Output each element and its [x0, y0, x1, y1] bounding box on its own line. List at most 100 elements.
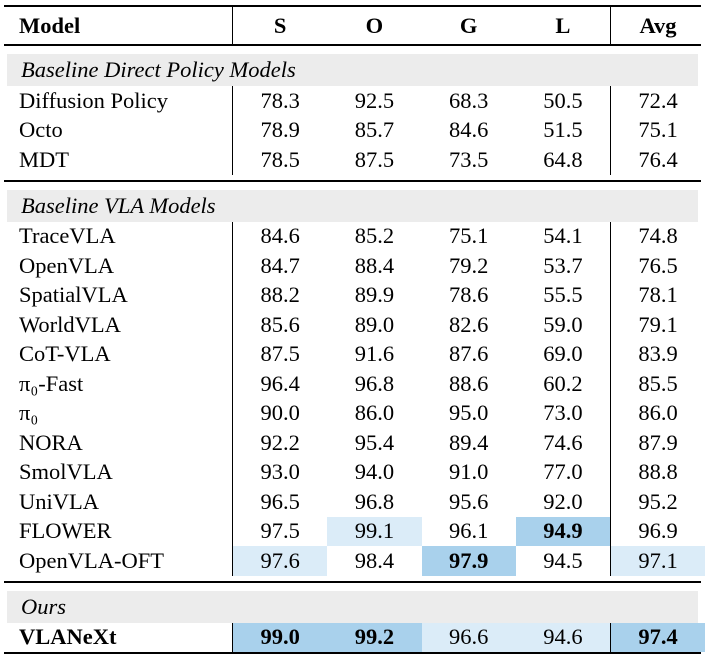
- table-row: MDT 78.5 87.5 73.5 64.8 76.4: [0, 145, 705, 175]
- cell-L: 77.0: [543, 459, 583, 485]
- cell-S: 96.4: [260, 370, 300, 396]
- cell-Avg: 74.8: [610, 221, 705, 251]
- cell-G: 75.1: [448, 223, 489, 249]
- cell-L: 59.0: [543, 311, 583, 337]
- cell-O: 92.5: [354, 87, 395, 113]
- cell-G: 91.0: [448, 459, 489, 485]
- cell-O: 88.4: [354, 252, 395, 278]
- model-name-cell: Octo: [0, 115, 233, 145]
- cell-O: 87.5: [354, 146, 395, 172]
- cell-S: 90.0: [260, 400, 300, 426]
- table-row: NORA 92.2 95.4 89.4 74.6 87.9: [0, 428, 705, 458]
- cell-S: 78.3: [260, 87, 300, 113]
- cell-S: 96.5: [260, 488, 300, 514]
- cell-O: 89.0: [354, 311, 395, 337]
- table-row: OpenVLA 84.7 88.4 79.2 53.7 76.5: [0, 251, 705, 281]
- cell-O: 86.0: [354, 400, 395, 426]
- cell-S: 78.9: [260, 117, 300, 143]
- model-name-cell: MDT: [0, 145, 233, 175]
- cell-Avg: 79.1: [610, 310, 705, 340]
- cell-S: 78.5: [260, 146, 300, 172]
- cell-Avg: 95.2: [610, 487, 705, 517]
- cell-S: 97.6: [233, 546, 328, 576]
- cell-L: 54.1: [543, 223, 583, 249]
- cell-O: 96.8: [354, 488, 395, 514]
- cell-L: 55.5: [543, 282, 583, 308]
- cell-L: 73.0: [543, 400, 583, 426]
- cell-Avg: 83.9: [610, 339, 705, 369]
- header-model: Model: [0, 7, 233, 44]
- model-name-cell: TraceVLA: [0, 221, 233, 251]
- table-row: VLANeXt 99.0 99.2 96.6 94.6 97.4: [0, 622, 705, 652]
- header-col-o: O: [365, 12, 384, 38]
- table-row: π₀-Fast 96.4 96.8 88.6 60.2 85.5: [0, 369, 705, 399]
- table-row: FLOWER 97.5 99.1 96.1 94.9 96.9: [0, 516, 705, 546]
- table-row: SpatialVLA 88.2 89.9 78.6 55.5 78.1: [0, 280, 705, 310]
- cell-O: 85.2: [354, 223, 395, 249]
- section-divider-rule: [4, 580, 701, 583]
- cell-Avg: 78.1: [610, 280, 705, 310]
- header-col-avg: Avg: [610, 7, 705, 44]
- model-name-cell: SpatialVLA: [0, 280, 233, 310]
- cell-S: 97.5: [260, 518, 300, 544]
- cell-S: 99.0: [233, 622, 328, 652]
- cell-Avg: 87.9: [610, 428, 705, 458]
- cell-O: 95.4: [354, 429, 395, 455]
- cell-G: 84.6: [448, 117, 489, 143]
- cell-S: 87.5: [260, 341, 300, 367]
- cell-L: 92.0: [543, 488, 583, 514]
- cell-G: 68.3: [448, 87, 489, 113]
- table-header: Model S O G L Avg: [0, 7, 705, 44]
- header-col-l: L: [555, 12, 571, 38]
- cell-O: 91.6: [354, 341, 395, 367]
- table-row: Diffusion Policy 78.3 92.5 68.3 50.5 72.4: [0, 86, 705, 116]
- header-rule: [4, 44, 701, 46]
- cell-Avg: 86.0: [610, 398, 705, 428]
- cell-L: 50.5: [543, 87, 583, 113]
- model-name-cell: CoT-VLA: [0, 339, 233, 369]
- cell-Avg: 97.1: [610, 546, 705, 576]
- cell-S: 88.2: [260, 282, 300, 308]
- section-divider-rule: [4, 179, 701, 182]
- cell-G: 78.6: [448, 282, 489, 308]
- cell-L: 94.5: [543, 547, 583, 573]
- table-row: SmolVLA 93.0 94.0 91.0 77.0 88.8: [0, 457, 705, 487]
- cell-Avg: 75.1: [610, 115, 705, 145]
- cell-G: 97.9: [421, 546, 516, 576]
- model-name-cell: OpenVLA: [0, 251, 233, 281]
- cell-G: 87.6: [448, 341, 489, 367]
- cell-L: 64.8: [543, 146, 583, 172]
- table-row: TraceVLA 84.6 85.2 75.1 54.1 74.8: [0, 221, 705, 251]
- model-name-cell: NORA: [0, 428, 233, 458]
- cell-S: 93.0: [260, 459, 300, 485]
- model-name-cell: FLOWER: [0, 516, 233, 546]
- cell-S: 92.2: [260, 429, 300, 455]
- table-row: OpenVLA-OFT 97.6 98.4 97.9 94.5 97.1: [0, 546, 705, 576]
- cell-G: 96.1: [448, 518, 489, 544]
- cell-L: 53.7: [543, 252, 583, 278]
- table-row: π₀ 90.0 86.0 95.0 73.0 86.0: [0, 398, 705, 428]
- cell-L: 51.5: [543, 117, 583, 143]
- cell-Avg: 76.5: [610, 251, 705, 281]
- cell-L: 94.9: [515, 516, 610, 546]
- cell-L: 60.2: [543, 370, 583, 396]
- header-col-g: G: [459, 12, 478, 38]
- cell-L: 74.6: [543, 429, 583, 455]
- top-rule: [4, 5, 701, 7]
- model-name-cell: WorldVLA: [0, 310, 233, 340]
- cell-O: 94.0: [354, 459, 395, 485]
- cell-O: 99.2: [327, 622, 422, 652]
- cell-Avg: 97.4: [610, 622, 705, 652]
- model-name-cell: Diffusion Policy: [0, 86, 233, 116]
- model-name-cell: UniVLA: [0, 487, 233, 517]
- section-header: Ours: [7, 590, 698, 623]
- cell-G: 88.6: [448, 370, 489, 396]
- cell-G: 79.2: [448, 252, 489, 278]
- cell-S: 84.7: [260, 252, 300, 278]
- table-body: Baseline Direct Policy Models Diffusion P…: [0, 54, 705, 652]
- table-row: CoT-VLA 87.5 91.6 87.6 69.0 83.9: [0, 339, 705, 369]
- model-name-cell: VLANeXt: [0, 622, 233, 652]
- model-name-cell: π₀-Fast: [0, 369, 233, 399]
- section-header: Baseline VLA Models: [7, 189, 698, 222]
